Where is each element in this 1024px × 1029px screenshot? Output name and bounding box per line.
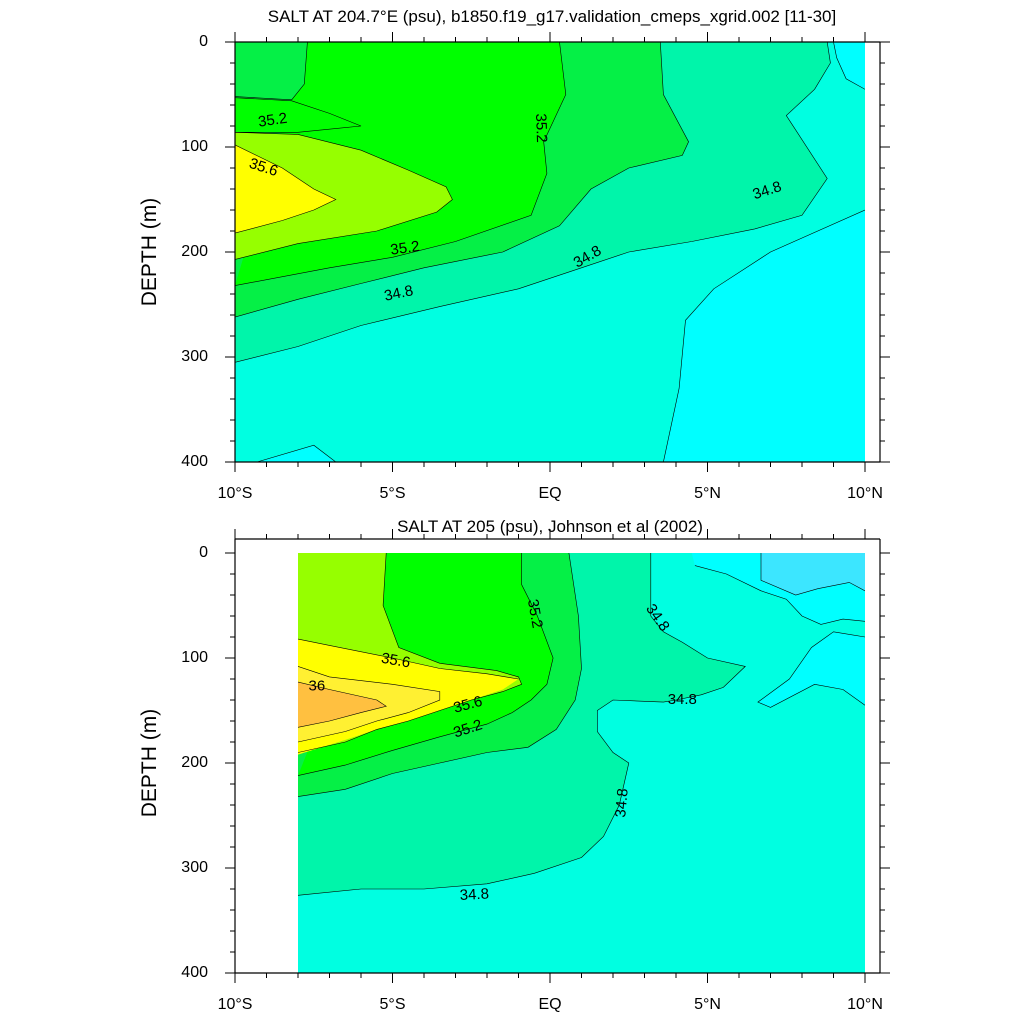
contour-line [760, 553, 865, 596]
panel-bottom: SALT AT 205 (psu), Johnson et al (2002) … [138, 517, 890, 1013]
contour-fill-region [663, 210, 865, 462]
panel-bottom-title: SALT AT 205 (psu), Johnson et al (2002) [397, 517, 703, 536]
contour-line [235, 42, 567, 286]
x-tick-label: EQ [538, 996, 561, 1013]
x-tick-label: 10°S [218, 996, 253, 1013]
y-tick-label: 100 [181, 649, 208, 666]
contour-line [235, 42, 308, 101]
x-tick-label: 5°S [380, 996, 406, 1013]
contour-label: 35.2 [389, 238, 420, 259]
contour-line [298, 553, 582, 797]
contour-label: 35.6 [452, 693, 485, 717]
y-tick-label: 0 [199, 544, 208, 561]
panel-top: SALT AT 204.7°E (psu), b1850.f19_g17.val… [138, 7, 890, 502]
y-tick-label: 400 [181, 964, 208, 981]
contour-line [298, 553, 554, 776]
contour-label: 34.8 [459, 886, 489, 905]
y-tick-label: 200 [181, 243, 208, 260]
x-tick-label: 5°S [380, 485, 406, 502]
x-tick-label: 10°N [847, 485, 883, 502]
panel-top-ylabel: DEPTH (m) [138, 198, 161, 307]
contour-fill-region [235, 132, 453, 260]
contour-label: 35.2 [532, 113, 550, 143]
contour-line [235, 42, 689, 318]
contour-fill-region [235, 42, 308, 100]
x-tick-label: 10°S [218, 485, 253, 502]
panel-bottom-ylabel: DEPTH (m) [138, 709, 161, 818]
contour-label: 35.2 [257, 110, 288, 131]
plot-frame [234, 538, 881, 974]
y-tick-label: 300 [181, 348, 208, 365]
contour-fill-region [298, 682, 387, 728]
y-tick-label: 100 [181, 138, 208, 155]
x-tick-label: 5°N [694, 996, 721, 1013]
axis-ticks: 0 100 200 300 400 10°S 5°S EQ 5°N 10°N [181, 32, 890, 502]
contour-line [298, 666, 441, 743]
y-tick-label: 0 [199, 33, 208, 50]
y-tick-label: 300 [181, 859, 208, 876]
contour-line [235, 97, 362, 133]
contour-line [298, 553, 746, 896]
contour-field: 35.235.635.235.2 34.834.834.8 [235, 42, 865, 462]
x-tick-label: EQ [538, 485, 561, 502]
y-tick-label: 200 [181, 754, 208, 771]
contour-fill-region [235, 97, 361, 133]
contour-line [235, 132, 453, 260]
axis-ticks: 0 100 200 300 400 10°S 5°S EQ 5°N 10°N [181, 529, 890, 1013]
contour-fill-region [257, 445, 336, 462]
contour-line [663, 209, 865, 462]
x-tick-label: 10°N [847, 996, 883, 1013]
contour-line [298, 681, 387, 728]
contour-label: 34.8 [612, 788, 631, 819]
panel-top-title: SALT AT 204.7°E (psu), b1850.f19_g17.val… [268, 7, 837, 26]
contour-line [235, 144, 337, 234]
contour-label: 34.8 [383, 282, 415, 305]
contour-line [298, 638, 519, 680]
contour-line [833, 42, 865, 90]
contour-line [298, 553, 522, 753]
contour-label: 34.8 [668, 691, 697, 708]
contour-fill-region [833, 42, 865, 90]
y-tick-label: 400 [181, 453, 208, 470]
panel-bottom-plot: 35.235.63635.635.234.834.834.834.8010020… [181, 529, 890, 1013]
contour-label: 35.6 [380, 650, 412, 672]
contour-label: 36 [309, 677, 326, 694]
contour-line [694, 565, 865, 625]
contour-fill-region [761, 553, 865, 595]
x-tick-label: 5°N [694, 485, 721, 502]
contour-fill-region [691, 553, 865, 708]
panel-top-plot: 35.235.635.235.2 34.834.834.8010020030040… [181, 32, 890, 502]
contour-line [757, 631, 865, 708]
contour-line [235, 42, 831, 363]
contour-line [256, 444, 336, 462]
contour-label: 35.2 [524, 598, 546, 630]
